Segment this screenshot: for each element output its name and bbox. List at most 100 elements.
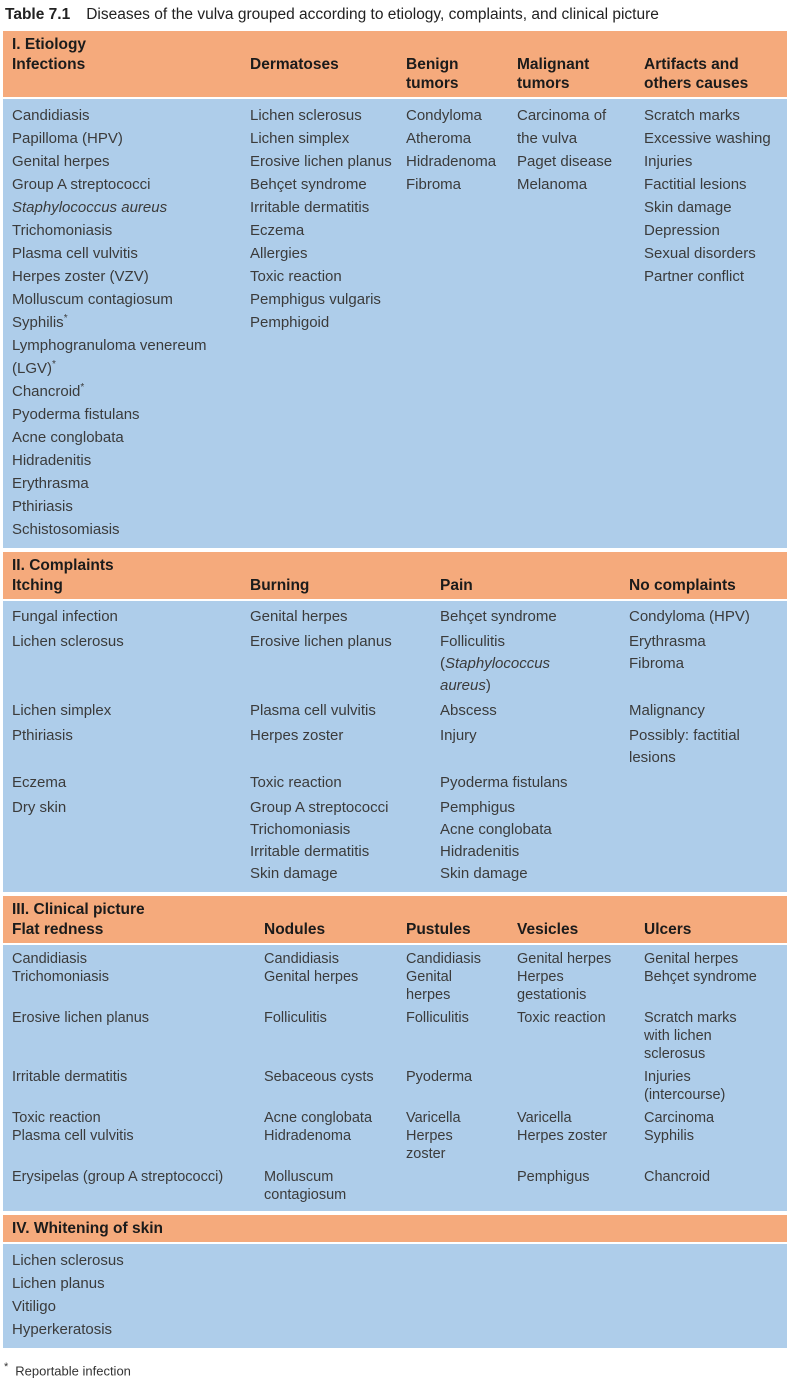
section-band: III. Clinical picture Flat redness Nodule… bbox=[3, 896, 787, 943]
column-headers: Flat redness Nodules Pustules Vesicles Ulcer… bbox=[12, 920, 787, 939]
list-item: Erosive lichen planus bbox=[12, 1010, 150, 1026]
list-item: Fibroma bbox=[406, 176, 462, 193]
list-item: Carcinoma of the vulva bbox=[517, 107, 607, 147]
list-item: Acne conglobata bbox=[440, 821, 552, 838]
list-item: Behçet syndrome bbox=[250, 176, 367, 193]
table-cell: Injury bbox=[440, 725, 629, 769]
table-cell: Scratch marks with lichen sclerosus bbox=[644, 1009, 787, 1063]
list-item: Herpes zoster bbox=[406, 1128, 453, 1162]
column-headers: Infections Dermatoses Benign tumors Maligna… bbox=[12, 55, 787, 93]
list-item: Molluscum contagiosum bbox=[264, 1169, 347, 1203]
list-item: Syphilis bbox=[644, 1128, 694, 1144]
list-item: Varicella bbox=[517, 1110, 572, 1126]
section-body: Lichen sclerosus Lichen planus Vitiligo Hyp… bbox=[3, 1244, 787, 1348]
column-header: Benign tumors bbox=[406, 56, 459, 92]
table-cell: Irritable dermatitis bbox=[12, 1068, 264, 1104]
table-cell: Folliculitis bbox=[264, 1009, 406, 1063]
section-band: IV. Whitening of skin bbox=[3, 1215, 787, 1242]
column-list: Lichen sclerosus Lichen planus Vitiligo Hyp… bbox=[12, 1249, 787, 1341]
section-body: Fungal infection Genital herpes Behçet syn… bbox=[3, 601, 787, 892]
table-cell: Pemphigus Acne conglobata Hidradenitis Skin… bbox=[440, 797, 629, 885]
list-item: Folliculitis bbox=[406, 1010, 469, 1026]
list-item: Irritable dermatitis bbox=[250, 199, 370, 216]
list-item: Sebaceous cysts bbox=[264, 1069, 374, 1085]
table-cell: Group A streptococci Trichomoniasis Irrita… bbox=[250, 797, 440, 885]
table-cell: Pyoderma bbox=[406, 1068, 517, 1104]
column-header: Flat redness bbox=[12, 921, 104, 938]
table-cell: Erythrasma Fibroma bbox=[629, 631, 787, 697]
table-cell: Pthiriasis bbox=[12, 725, 250, 769]
list-item: Trichomoniasis bbox=[250, 821, 351, 838]
column-header: Artifacts and others causes bbox=[644, 56, 749, 92]
list-item: Toxic reaction bbox=[517, 1010, 606, 1026]
list-item: Candidiasis bbox=[264, 951, 339, 967]
list-item: Depression bbox=[644, 222, 720, 239]
column-header: Itching bbox=[12, 577, 63, 594]
list-item: Fungal infection bbox=[12, 608, 118, 625]
table-cell: Genital herpes Behçet syndrome bbox=[644, 950, 787, 1004]
list-item: Plasma cell vulvitis bbox=[12, 245, 138, 262]
table-cell: Fungal infection bbox=[12, 606, 250, 628]
table-cell: Genital herpes Herpes gestationis bbox=[517, 950, 644, 1004]
list-item: Candidiasis bbox=[12, 951, 87, 967]
table-cell: Carcinoma Syphilis bbox=[644, 1109, 787, 1163]
list-item: Candidiasis bbox=[406, 951, 481, 967]
list-item: Partner conflict bbox=[644, 268, 745, 285]
table-cell: Toxic reaction Plasma cell vulvitis bbox=[12, 1109, 264, 1163]
list-item: Skin damage bbox=[644, 199, 732, 216]
column-header: Burning bbox=[250, 577, 310, 594]
list-item: Hidradenitis bbox=[12, 452, 92, 469]
list-item: Erosive lichen planus bbox=[250, 633, 392, 650]
table-cell: Erosive lichen planus bbox=[250, 631, 440, 697]
table-cell: Sebaceous cysts bbox=[264, 1068, 406, 1104]
list-item: Injuries (intercourse) bbox=[644, 1069, 726, 1103]
list-item: Possibly: factitial lesions bbox=[629, 727, 740, 766]
column-header: Dermatoses bbox=[250, 56, 339, 73]
list-item: Folliculitis (Staphylococcus aureus) bbox=[440, 633, 551, 694]
table-cell: Chancroid bbox=[644, 1168, 787, 1204]
table-cell: Candidiasis Genital herpes bbox=[406, 950, 517, 1004]
section-heading: I. Etiology bbox=[12, 36, 87, 53]
list-item: Chancroid* bbox=[12, 382, 85, 401]
list-item: Lichen sclerosus bbox=[12, 1252, 124, 1269]
table-cell: Candidiasis Genital herpes bbox=[264, 950, 406, 1004]
section-complaints: II. Complaints Itching Burning Pain No comp… bbox=[3, 552, 787, 892]
list-item: Behçet syndrome bbox=[440, 608, 557, 625]
list-item: Staphylococcus aureus bbox=[12, 199, 168, 216]
list-item: Injuries bbox=[644, 153, 693, 170]
table-page: Table 7.1 Diseases of the vulva grouped a… bbox=[3, 6, 787, 1378]
list-item: Pemphigoid bbox=[250, 314, 330, 331]
list-item: Lichen sclerosus bbox=[250, 107, 362, 124]
list-item: Group A streptococci bbox=[250, 799, 389, 816]
list-item: Hidradenitis bbox=[440, 843, 520, 860]
list-item: Condyloma (HPV) bbox=[629, 608, 750, 625]
list-item: Molluscum contagiosum bbox=[12, 291, 173, 308]
list-item: Hidradenoma bbox=[406, 153, 497, 170]
section-body: Candidiasis Trichomoniasis Candidiasis Geni… bbox=[3, 945, 787, 1211]
list-item: Paget disease bbox=[517, 153, 613, 170]
list-item: Trichomoniasis bbox=[12, 222, 113, 239]
list-item: Eczema bbox=[12, 774, 67, 791]
table-cell bbox=[629, 772, 787, 794]
list-item: Papilloma (HPV) bbox=[12, 130, 123, 147]
list-item: Lichen simplex bbox=[250, 130, 350, 147]
list-item: Abscess bbox=[440, 702, 497, 719]
column-list: Lichen sclerosus Lichen simplex Erosive li… bbox=[250, 104, 406, 541]
column-header: Ulcers bbox=[644, 921, 692, 938]
table-cell: Plasma cell vulvitis bbox=[250, 700, 440, 722]
list-item: Herpes zoster bbox=[517, 1128, 608, 1144]
list-item: Malignancy bbox=[629, 702, 705, 719]
list-item: Hidradenoma bbox=[264, 1128, 352, 1144]
table-cell: Candidiasis Trichomoniasis bbox=[12, 950, 264, 1004]
table-cell: Herpes zoster bbox=[250, 725, 440, 769]
list-item: Irritable dermatitis bbox=[250, 843, 370, 860]
table-cell: Acne conglobata Hidradenoma bbox=[264, 1109, 406, 1163]
list-item: Herpes zoster (VZV) bbox=[12, 268, 149, 285]
list-item: Scratch marks bbox=[644, 107, 740, 124]
table-cell: Genital herpes bbox=[250, 606, 440, 628]
list-item: Excessive washing bbox=[644, 130, 771, 147]
list-item: Erythrasma bbox=[12, 475, 89, 492]
caption-text: Diseases of the vulva grouped according … bbox=[86, 6, 659, 23]
list-item: Genital herpes bbox=[12, 153, 110, 170]
table-cell: Erysipelas (group A streptococci) bbox=[12, 1168, 264, 1204]
